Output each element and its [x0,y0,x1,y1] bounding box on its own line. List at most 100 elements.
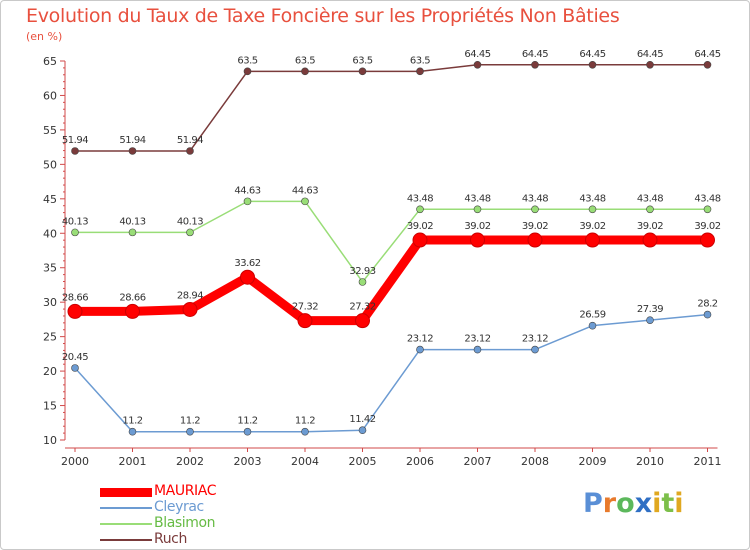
data-label-ruch: 64.45 [522,49,548,60]
data-label-mauriac: 27.32 [292,302,318,313]
data-point-ruch [416,67,424,76]
data-label-cleyrac: 28.2 [697,299,717,310]
data-label-blasimon: 43.48 [407,193,433,204]
data-point-mauriac [412,232,428,248]
data-point-blasimon [358,278,367,286]
data-label-ruch: 64.45 [694,49,720,60]
y-tick-label: 55 [43,124,57,137]
data-label-mauriac: 39.02 [579,221,605,232]
data-point-blasimon [128,228,137,237]
x-tick-label: 2000 [61,455,89,468]
data-label-cleyrac: 23.12 [522,334,548,345]
data-point-mauriac [355,313,370,329]
data-point-blasimon [703,205,712,214]
y-tick-label: 60 [43,89,57,102]
data-label-blasimon: 43.48 [522,193,548,204]
y-tick-label: 40 [43,227,57,240]
data-point-ruch [473,60,482,69]
x-tick-label: 2010 [636,455,664,468]
data-point-ruch [531,60,539,69]
data-label-mauriac: 39.02 [464,221,490,232]
data-label-blasimon: 40.13 [119,216,145,227]
data-label-ruch: 63.5 [410,55,430,66]
y-tick-label: 35 [43,262,57,275]
data-point-mauriac [470,232,485,248]
data-point-mauriac [67,303,83,319]
data-label-ruch: 51.94 [62,135,88,146]
data-point-mauriac [585,232,600,248]
data-point-cleyrac [588,321,597,330]
y-tick-label: 50 [43,158,57,171]
data-label-blasimon: 44.63 [292,185,318,196]
data-point-blasimon [243,197,252,206]
data-point-blasimon [186,228,194,237]
x-tick-label: 2001 [119,455,147,468]
y-tick-label: 65 [43,55,57,68]
x-tick-label: 2005 [349,455,377,468]
data-point-mauriac [642,232,658,248]
x-tick-label: 2007 [464,455,492,468]
data-label-ruch: 51.94 [177,135,203,146]
data-label-mauriac: 28.94 [177,290,203,301]
data-point-ruch [646,60,654,69]
data-label-blasimon: 43.48 [637,193,663,204]
data-label-cleyrac: 27.39 [637,304,663,315]
legend-swatch [100,523,152,525]
data-label-ruch: 63.5 [237,55,257,66]
data-label-cleyrac: 23.12 [464,334,490,345]
data-label-cleyrac: 20.45 [62,352,88,363]
chart-title: Evolution du Taux de Taxe Foncière sur l… [26,5,620,27]
data-label-ruch: 64.45 [464,49,490,60]
x-tick-label: 2002 [176,455,204,468]
series-line-blasimon [74,200,709,283]
data-point-cleyrac [243,427,252,436]
data-label-cleyrac: 23.12 [407,334,433,345]
legend-swatch [100,539,152,541]
legend-item-blasimon: Blasimon [100,515,300,532]
data-label-blasimon: 43.48 [464,193,490,204]
data-label-mauriac: 27.32 [349,302,375,313]
data-point-blasimon [588,205,597,214]
data-label-ruch: 51.94 [119,135,145,146]
legend: MAURIAC Cleyrac Blasimon Ruch [100,483,300,548]
x-tick-label: 2009 [579,455,607,468]
x-tick-label: 2008 [521,455,549,468]
data-point-cleyrac [358,426,367,435]
data-label-ruch: 64.45 [637,49,663,60]
data-label-blasimon: 43.48 [579,193,605,204]
data-label-mauriac: 39.02 [407,221,433,232]
legend-label: Cleyrac [154,499,204,515]
x-tick-label: 2006 [406,455,434,468]
series-line-mauriac [70,235,712,326]
series-line-ruch [74,64,709,152]
data-label-cleyrac: 11.2 [237,416,257,427]
data-point-cleyrac [531,345,539,354]
data-label-blasimon: 44.63 [234,185,260,196]
data-label-mauriac: 28.66 [62,292,88,303]
data-label-mauriac: 39.02 [694,221,720,232]
data-label-cleyrac: 11.2 [122,416,142,427]
data-point-blasimon [71,228,79,237]
data-label-cleyrac: 11.42 [349,414,375,425]
proxiti-logo: Proxiti [583,488,684,519]
data-label-ruch: 64.45 [579,49,605,60]
data-label-ruch: 63.5 [295,55,315,66]
data-point-blasimon [301,197,309,206]
data-label-mauriac: 33.62 [234,258,260,269]
data-point-mauriac [527,232,543,248]
data-point-cleyrac [416,345,424,354]
data-label-blasimon: 40.13 [62,216,88,227]
data-point-cleyrac [646,316,654,324]
data-label-mauriac: 39.02 [522,221,548,232]
y-tick-label: 10 [43,434,57,447]
data-point-cleyrac [71,364,79,372]
data-point-cleyrac [301,427,309,436]
legend-swatch [100,487,152,497]
data-point-mauriac [700,232,715,248]
data-point-blasimon [416,205,424,214]
data-point-ruch [301,67,309,76]
data-label-ruch: 63.5 [352,55,372,66]
data-point-mauriac [297,313,313,329]
data-point-blasimon [531,205,539,214]
